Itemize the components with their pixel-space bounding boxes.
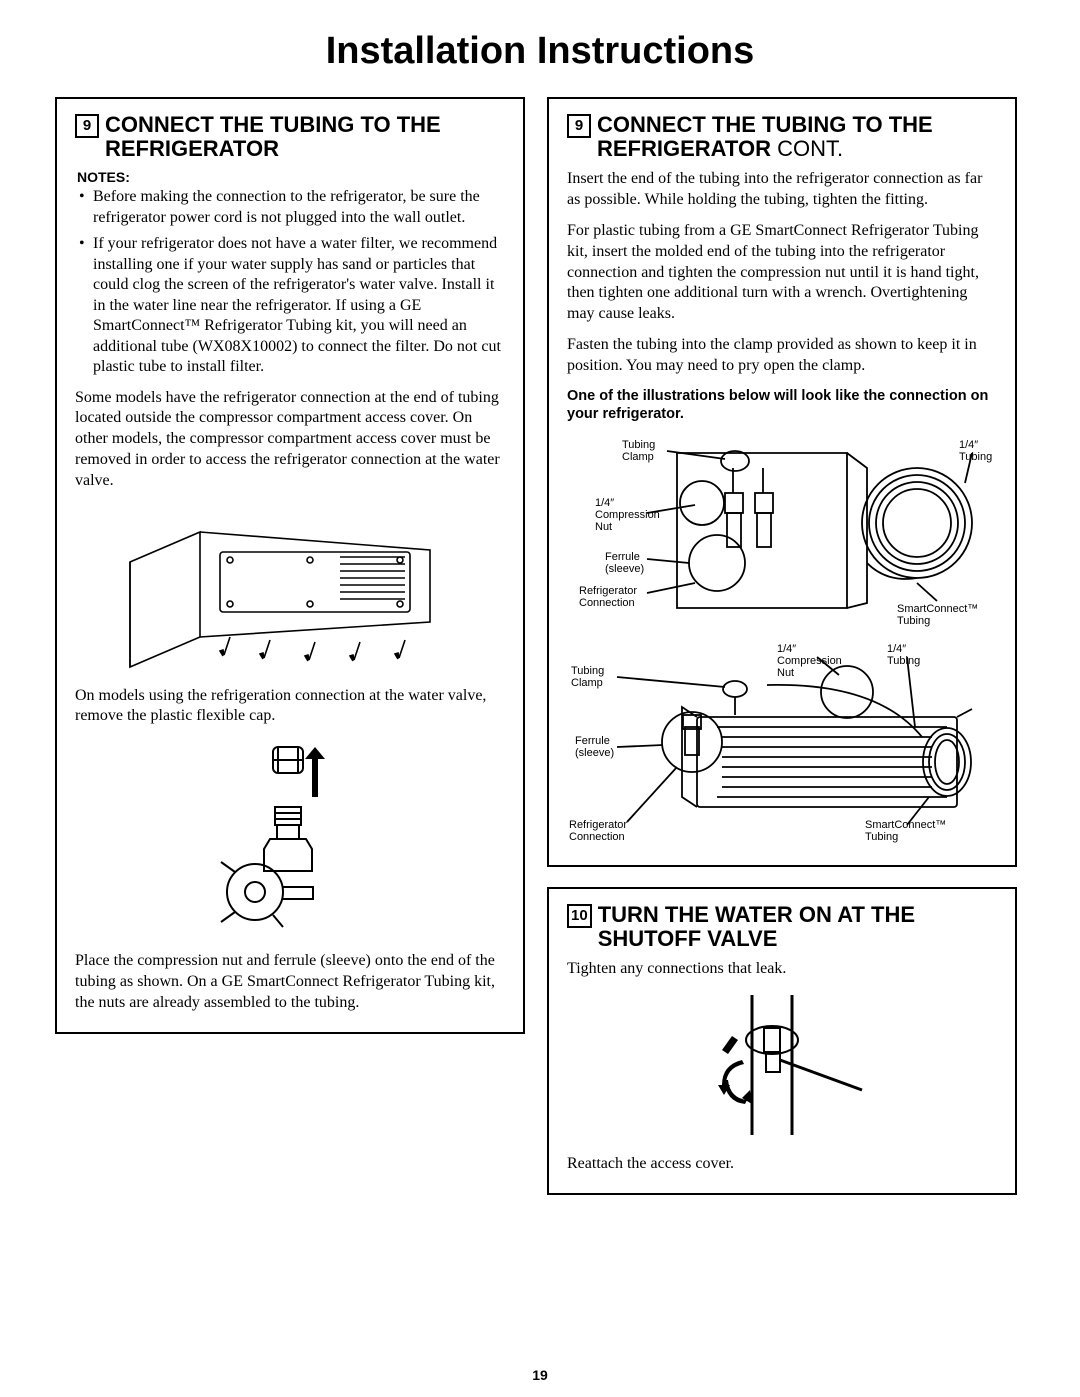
tubing-panel-diagram-wrap: Tubing Clamp Ferrule (sleeve) Refrigerat… xyxy=(567,647,997,847)
shutoff-valve-diagram xyxy=(682,990,882,1140)
label-ferrule-2: Ferrule (sleeve) xyxy=(575,735,614,759)
left-column: 9 CONNECT THE TUBING TO THE REFRIGERATOR… xyxy=(55,97,525,1195)
notes-list: Before making the connection to the refr… xyxy=(75,187,505,377)
step-9-title: CONNECT THE TUBING TO THE REFRIGERATOR xyxy=(105,113,505,161)
valve-cap-diagram xyxy=(195,737,385,937)
step-title-cont: CONT. xyxy=(771,136,843,161)
page-number: 19 xyxy=(0,1367,1080,1383)
step-number-box: 10 xyxy=(567,904,592,928)
right-column: 9 CONNECT THE TUBING TO THE REFRIGERATOR… xyxy=(547,97,1017,1195)
label-smartconnect-2: SmartConnect™ Tubing xyxy=(865,819,946,843)
label-quarter-tubing-2: 1/4″ Tubing xyxy=(887,643,920,667)
label-comp-nut-2: 1/4″ Compression Nut xyxy=(777,643,842,679)
step-9-header: 9 CONNECT THE TUBING TO THE REFRIGERATOR xyxy=(75,113,505,161)
step9c-para1: Insert the end of the tubing into the re… xyxy=(567,169,997,211)
step10-para2: Reattach the access cover. xyxy=(567,1154,997,1175)
label-tubing-clamp-2: Tubing Clamp xyxy=(571,665,604,689)
notes-label: NOTES: xyxy=(77,169,505,185)
step9-para2: On models using the refrigeration connec… xyxy=(75,686,505,728)
step-9-cont-header: 9 CONNECT THE TUBING TO THE REFRIGERATOR… xyxy=(567,113,997,161)
step-10-header: 10 TURN THE WATER ON AT THE SHUTOFF VALV… xyxy=(567,903,997,951)
step-title-main: CONNECT THE TUBING TO THE REFRIGERATOR xyxy=(597,112,933,161)
note-item: Before making the connection to the refr… xyxy=(93,187,505,228)
step-9-cont-panel: 9 CONNECT THE TUBING TO THE REFRIGERATOR… xyxy=(547,97,1017,867)
step-10-title: TURN THE WATER ON AT THE SHUTOFF VALVE xyxy=(598,903,997,951)
step-number-box: 9 xyxy=(567,114,591,138)
step9-para3: Place the compression nut and ferrule (s… xyxy=(75,951,505,1013)
tubing-coil-diagram-wrap: Tubing Clamp 1/4″ Compression Nut Ferrul… xyxy=(567,433,997,643)
label-comp-nut: 1/4″ Compression Nut xyxy=(595,497,660,533)
label-tubing-clamp: Tubing Clamp xyxy=(622,439,655,463)
access-cover-diagram xyxy=(110,502,470,672)
label-refrig-conn-2: Refrigerator Connection xyxy=(569,819,627,843)
step-9-panel: 9 CONNECT THE TUBING TO THE REFRIGERATOR… xyxy=(55,97,525,1034)
page-title: Installation Instructions xyxy=(55,30,1025,73)
two-column-layout: 9 CONNECT THE TUBING TO THE REFRIGERATOR… xyxy=(55,97,1025,1195)
step-9-cont-title: CONNECT THE TUBING TO THE REFRIGERATOR C… xyxy=(597,113,997,161)
step9-para1: Some models have the refrigerator connec… xyxy=(75,388,505,492)
step-10-panel: 10 TURN THE WATER ON AT THE SHUTOFF VALV… xyxy=(547,887,1017,1195)
step10-para1: Tighten any connections that leak. xyxy=(567,959,997,980)
note-item: If your refrigerator does not have a wat… xyxy=(93,234,505,377)
label-refrig-conn: Refrigerator Connection xyxy=(579,585,637,609)
step9c-bold-note: One of the illustrations below will look… xyxy=(567,387,997,423)
step9c-para2: For plastic tubing from a GE SmartConnec… xyxy=(567,221,997,325)
label-smartconnect: SmartConnect™ Tubing xyxy=(897,603,978,627)
label-quarter-tubing: 1/4″ Tubing xyxy=(959,439,992,463)
step9c-para3: Fasten the tubing into the clamp provide… xyxy=(567,335,997,377)
label-ferrule: Ferrule (sleeve) xyxy=(605,551,644,575)
step-number-box: 9 xyxy=(75,114,99,138)
